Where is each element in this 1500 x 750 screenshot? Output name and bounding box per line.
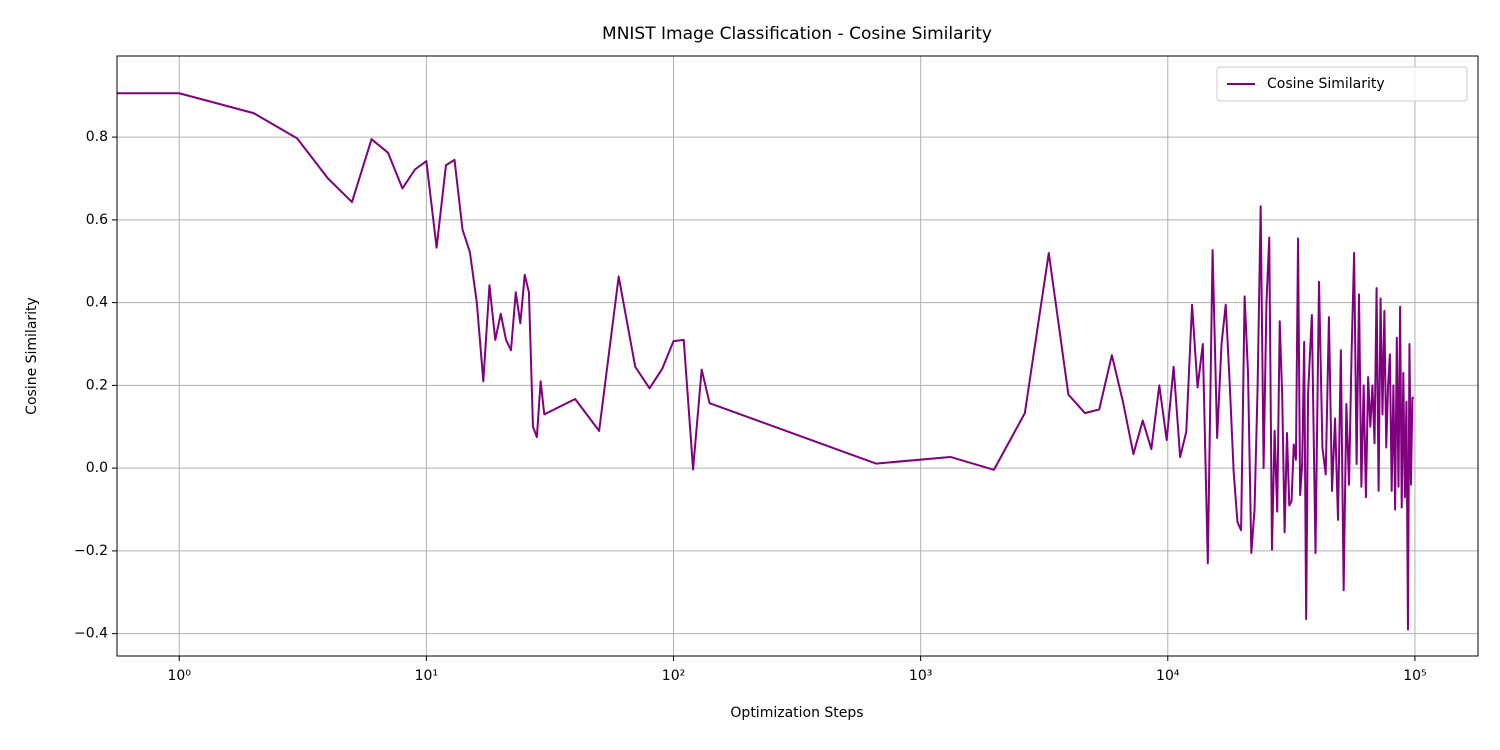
y-tick-label: 0.0 (86, 460, 108, 476)
x-tick-label: 10² (662, 668, 685, 684)
y-tick-label: −0.2 (74, 543, 108, 559)
legend-box (1216, 66, 1468, 102)
x-tick-label: 10³ (909, 668, 932, 684)
x-tick-label: 10⁰ (168, 668, 192, 684)
chart-title: MNIST Image Classification - Cosine Simi… (602, 24, 992, 44)
data-line (117, 92, 1414, 631)
y-tick-label: 0.4 (86, 295, 108, 311)
plot-area (117, 92, 1414, 631)
y-axis-label: Cosine Similarity (24, 297, 40, 415)
x-tick-label: 10¹ (415, 668, 438, 684)
y-tick-label: 0.8 (86, 129, 108, 145)
x-tick-label: 10⁵ (1403, 668, 1426, 684)
legend: Cosine Similarity (1216, 66, 1468, 102)
x-axis-label: Optimization Steps (730, 705, 863, 721)
y-tick-label: 0.6 (86, 212, 108, 228)
y-tick-label: 0.2 (86, 377, 108, 393)
grid (117, 56, 1478, 656)
ticks: 10⁰ 10¹ 10² 10³ 10⁴ 10⁵ −0.4 −0.2 0.0 0.2 0.4 0.6 0.… (74, 129, 1427, 684)
legend-label: Cosine Similarity (1267, 76, 1385, 92)
x-tick-label: 10⁴ (1156, 668, 1180, 684)
y-tick-label: −0.4 (74, 626, 108, 642)
axes-frame (116, 55, 1479, 657)
